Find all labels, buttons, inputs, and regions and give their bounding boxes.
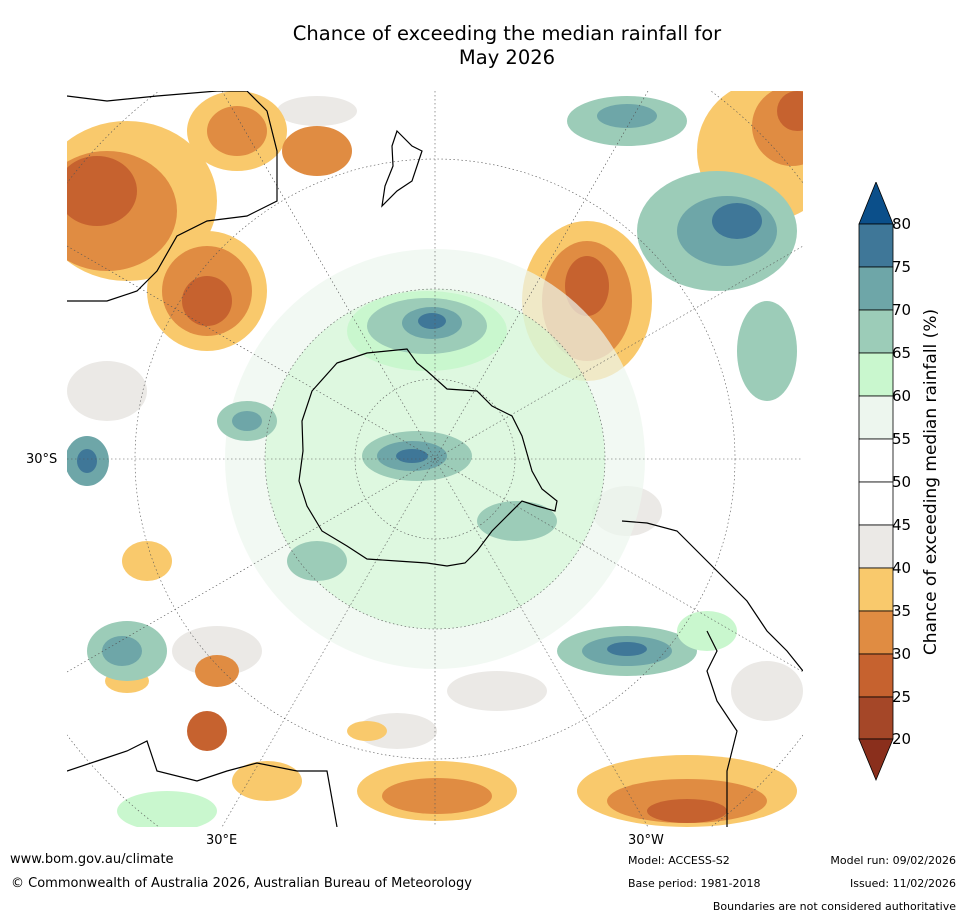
colorbar-swatches — [858, 182, 894, 782]
dry-regions — [67, 91, 803, 827]
colorbar-tick-70: 70 — [892, 301, 912, 319]
below-median-grey-patches — [67, 96, 803, 749]
copyright-text: © Commonwealth of Australia 2026, Austra… — [11, 876, 472, 891]
issued-date: Issued: 11/02/2026 — [849, 877, 956, 890]
base-period: Base period: 1981-2018 — [628, 877, 761, 890]
graticule — [67, 91, 803, 827]
colorbar-tick-30: 30 — [892, 645, 912, 663]
rainfall-map[interactable] — [67, 91, 803, 827]
website-link[interactable]: www.bom.gov.au/climate — [10, 852, 174, 867]
lon-label-30e: 30°E — [206, 833, 238, 848]
boundaries-disclaimer: Boundaries are not considered authoritat… — [712, 900, 956, 913]
colorbar-tick-50: 50 — [892, 473, 912, 491]
colorbar-tick-35: 35 — [892, 602, 912, 620]
colorbar-tick-75: 75 — [892, 258, 912, 276]
model-run-date: Model run: 09/02/2026 — [830, 854, 956, 867]
colorbar-label: Chance of exceeding median rainfall (%) — [921, 308, 941, 656]
antarctica-outline — [298, 348, 558, 567]
colorbar-tick-80: 80 — [892, 215, 912, 233]
colorbar-tick-40: 40 — [892, 559, 912, 577]
lat-label-30s: 30°S — [26, 452, 58, 467]
colorbar-tick-55: 55 — [892, 430, 912, 448]
title-line-1: Chance of exceeding the median rainfall … — [292, 22, 722, 45]
colorbar: 80 75 70 65 60 55 50 45 40 35 30 25 20 — [856, 182, 965, 782]
colorbar-tick-25: 25 — [892, 688, 912, 706]
map-canvas — [67, 91, 803, 827]
new-zealand-outline — [381, 129, 423, 208]
colorbar-tick-45: 45 — [892, 516, 912, 534]
colorbar-tick-60: 60 — [892, 387, 912, 405]
colorbar-tick-65: 65 — [892, 344, 912, 362]
colorbar-tick-20: 20 — [892, 730, 912, 748]
chart-title: Chance of exceeding the median rainfall … — [0, 22, 965, 70]
africa-outline — [67, 740, 338, 827]
title-line-2: May 2026 — [458, 46, 556, 69]
model-name: Model: ACCESS-S2 — [628, 854, 730, 867]
lon-label-30w: 30°W — [628, 833, 664, 848]
australia-outline — [67, 91, 278, 302]
south-america-outline — [621, 520, 803, 827]
